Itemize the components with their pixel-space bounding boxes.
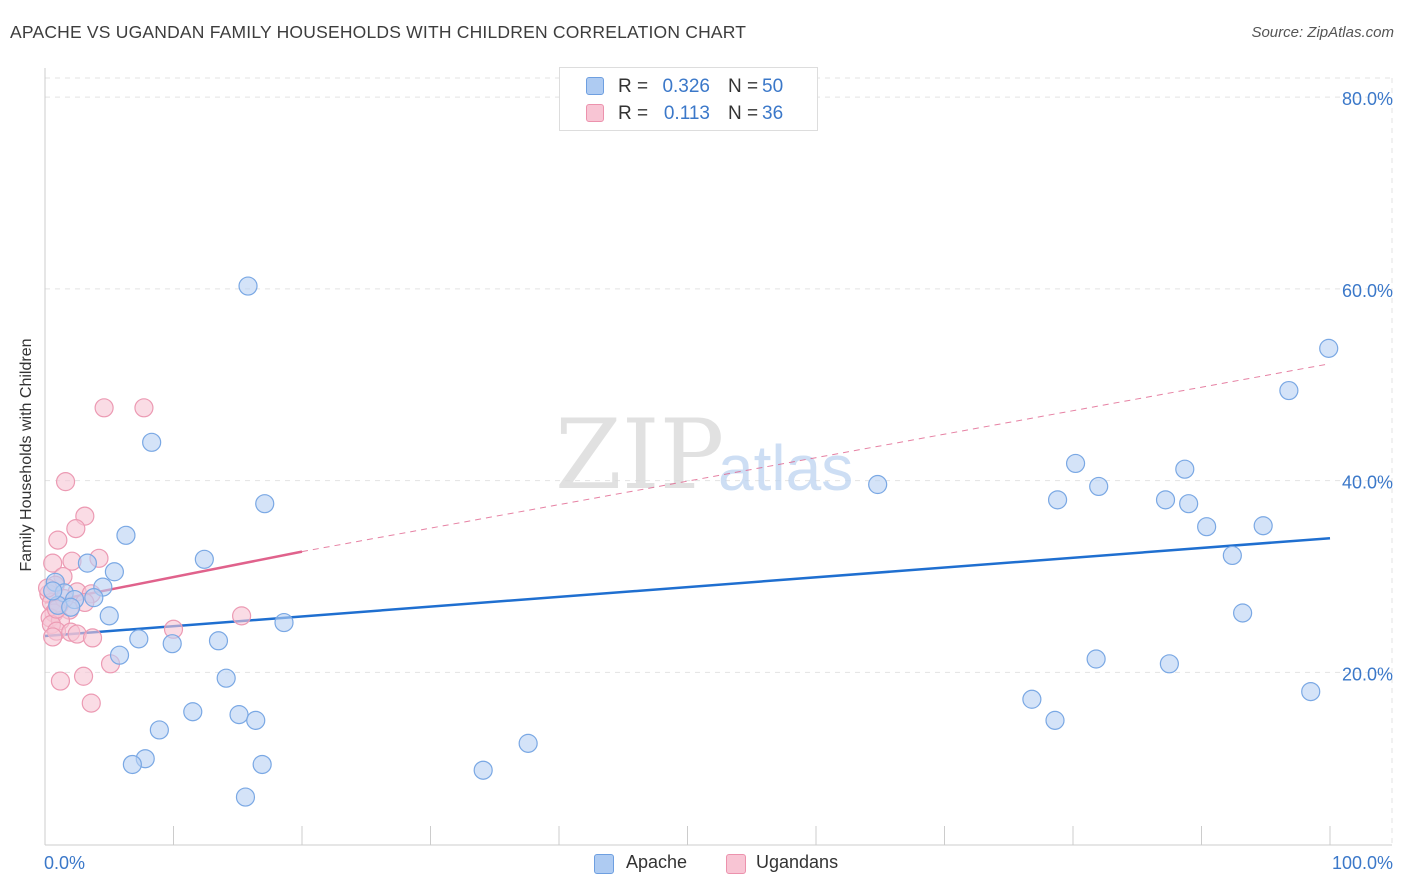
point-ugandans xyxy=(43,627,63,647)
legend-swatch-apache xyxy=(586,77,604,95)
point-apache xyxy=(109,645,130,665)
point-apache xyxy=(1222,545,1242,566)
series-legend: Apache Ugandans xyxy=(594,852,894,876)
legend-swatch-ugandans xyxy=(726,854,746,874)
point-apache xyxy=(1089,476,1109,497)
point-apache xyxy=(229,705,249,725)
legend-r-value: 0.113 xyxy=(663,103,710,124)
point-apache xyxy=(1159,654,1179,674)
point-apache xyxy=(1279,380,1299,401)
legend-n-value: 36 xyxy=(762,103,784,124)
point-apache xyxy=(208,631,229,651)
point-ugandans xyxy=(43,553,63,573)
point-apache xyxy=(473,760,493,780)
point-apache xyxy=(274,612,294,633)
legend-n-value: 50 xyxy=(762,76,784,97)
point-ugandans xyxy=(66,519,86,539)
data-points xyxy=(37,276,1339,807)
point-ugandans xyxy=(94,398,114,418)
point-apache xyxy=(1022,689,1042,709)
point-apache xyxy=(255,494,275,514)
point-ugandans xyxy=(50,671,71,691)
point-apache xyxy=(1155,490,1176,510)
legend-r-label: R = xyxy=(618,103,649,124)
trend-line-apache xyxy=(44,536,1331,638)
point-ugandans xyxy=(232,606,252,626)
point-apache xyxy=(235,787,256,807)
point-apache xyxy=(61,597,81,617)
point-apache xyxy=(1065,453,1086,474)
point-ugandans xyxy=(82,628,103,648)
point-apache xyxy=(142,432,162,452)
legend-n-label: N = xyxy=(728,76,759,97)
point-apache xyxy=(238,276,258,296)
point-ugandans xyxy=(73,666,94,686)
point-apache xyxy=(1086,649,1106,669)
tick-labels: 20.0% 40.0% 60.0% 80.0% 0.0% 100.0% xyxy=(44,89,1393,873)
source-label: Source: ZipAtlas.com xyxy=(1251,24,1394,41)
point-ugandans xyxy=(48,530,68,550)
point-apache xyxy=(183,702,203,722)
point-apache xyxy=(252,754,272,775)
y-tick-label: 20.0% xyxy=(1342,664,1393,684)
point-apache xyxy=(162,634,182,654)
point-apache xyxy=(1179,494,1199,514)
point-apache xyxy=(77,553,98,573)
legend-swatch-apache xyxy=(594,854,614,874)
point-apache xyxy=(1045,710,1065,730)
legend-r-label: R = xyxy=(618,76,649,97)
point-ugandans xyxy=(81,693,101,713)
point-apache xyxy=(149,720,169,740)
point-apache xyxy=(1233,603,1253,623)
y-tick-label: 40.0% xyxy=(1342,473,1393,493)
legend-label-ugandans: Ugandans xyxy=(756,852,839,872)
y-tick-label: 60.0% xyxy=(1342,281,1393,301)
stats-legend: R = 0.326 N = 50 R = 0.113 N = 36 xyxy=(559,67,818,131)
point-apache xyxy=(84,588,104,608)
legend-n-label: N = xyxy=(728,103,759,124)
point-apache xyxy=(116,525,136,545)
point-apache xyxy=(216,668,236,688)
point-apache xyxy=(1175,459,1195,479)
point-apache xyxy=(1301,681,1321,702)
watermark: ZIP atlas xyxy=(555,399,853,511)
point-apache xyxy=(99,606,119,626)
point-apache xyxy=(1319,338,1339,358)
y-tick-label: 80.0% xyxy=(1342,89,1393,109)
point-apache xyxy=(1253,516,1273,536)
watermark-zip: ZIP xyxy=(555,399,724,511)
x-tick-label: 100.0% xyxy=(1332,853,1393,873)
point-apache xyxy=(104,562,124,582)
legend-swatch-ugandans xyxy=(586,104,604,122)
point-apache xyxy=(194,549,214,569)
point-ugandans xyxy=(134,398,154,418)
point-apache xyxy=(1047,490,1068,510)
point-apache xyxy=(122,754,142,775)
legend-r-value: 0.326 xyxy=(662,76,710,97)
x-tick-label: 0.0% xyxy=(44,853,85,873)
trend-extension-ugandans xyxy=(301,363,1331,553)
point-apache xyxy=(1197,517,1217,537)
axes xyxy=(44,68,1392,846)
point-apache xyxy=(129,629,149,649)
legend-label-apache: Apache xyxy=(626,852,688,872)
chart-title: APACHE VS UGANDAN FAMILY HOUSEHOLDS WITH… xyxy=(10,22,747,42)
watermark-atlas: atlas xyxy=(718,432,853,504)
point-apache xyxy=(518,733,538,753)
point-apache xyxy=(868,474,888,495)
point-apache xyxy=(43,581,63,601)
point-apache xyxy=(246,710,266,730)
point-ugandans xyxy=(55,472,76,492)
